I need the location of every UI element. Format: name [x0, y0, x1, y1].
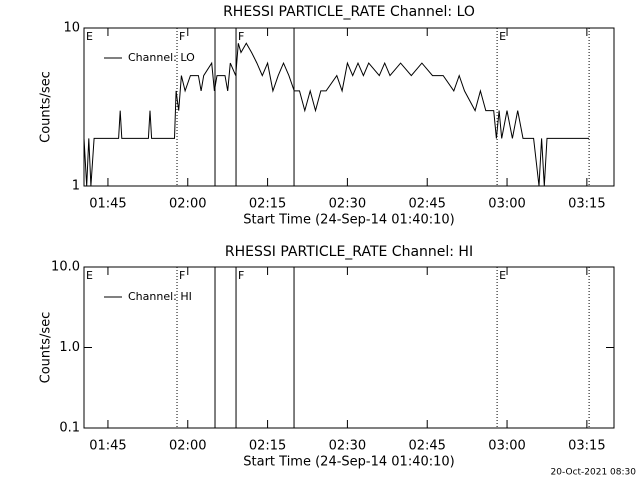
flag-label: E	[499, 30, 506, 43]
y-axis-label: Counts/sec	[39, 71, 54, 143]
flag-label: F	[179, 30, 185, 43]
x-axis-label: Start Time (24-Sep-14 01:40:10)	[243, 455, 454, 470]
x-tick-label: 02:00	[169, 197, 206, 212]
x-tick-label: 02:45	[408, 439, 445, 454]
y-axis-label: Counts/sec	[39, 312, 54, 384]
x-tick-label: 02:30	[329, 439, 366, 454]
y-tick-label: 1.0	[59, 340, 80, 355]
x-tick-label: 03:00	[488, 439, 525, 454]
flag-label: E	[86, 30, 93, 43]
flag-label: E	[86, 269, 93, 282]
legend-label: Channel: HI	[128, 290, 192, 303]
y-tick-label: 1	[72, 179, 80, 194]
x-tick-label: 01:45	[89, 197, 126, 212]
y-tick-label: 10	[63, 21, 80, 36]
x-tick-label: 01:45	[89, 439, 126, 454]
chart-title: RHESSI PARTICLE_RATE Channel: HI	[225, 244, 473, 260]
flag-label: F	[238, 269, 244, 282]
x-tick-label: 03:00	[488, 197, 525, 212]
x-tick-label: 02:15	[249, 197, 286, 212]
x-tick-label: 03:15	[568, 197, 605, 212]
legend-label: Channel: LO	[128, 51, 195, 64]
chart-title: RHESSI PARTICLE_RATE Channel: LO	[223, 4, 475, 20]
x-tick-label: 03:15	[568, 439, 605, 454]
x-axis-label: Start Time (24-Sep-14 01:40:10)	[243, 213, 454, 228]
flag-label: E	[499, 269, 506, 282]
flag-label: F	[238, 30, 244, 43]
x-tick-label: 02:45	[408, 197, 445, 212]
x-tick-label: 02:30	[329, 197, 366, 212]
y-tick-label: 0.1	[59, 421, 80, 436]
y-tick-label: 10.0	[51, 260, 80, 275]
footer: 20-Oct-2021 08:30	[551, 468, 637, 478]
flag-label: F	[179, 269, 185, 282]
x-tick-label: 02:15	[249, 439, 286, 454]
x-tick-label: 02:00	[169, 439, 206, 454]
data-line	[83, 42, 589, 187]
